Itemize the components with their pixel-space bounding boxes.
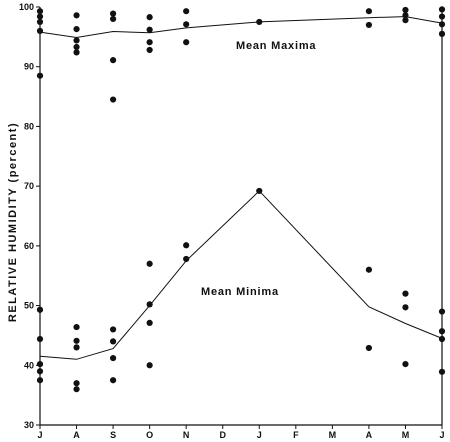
data-point [36,306,44,313]
y-axis-ticks: 30 40 50 60 70 80 90 100 [19,2,40,430]
data-point [183,242,190,249]
data-point [73,386,80,393]
data-point [109,10,117,17]
y-tick-label: 100 [19,2,34,12]
data-point [73,337,80,344]
series-label-mean-minima: Mean Minima [201,286,279,298]
data-point [438,21,446,28]
data-point [73,25,80,33]
x-tick-label: A [366,430,373,440]
data-point [365,344,373,352]
data-point [402,12,409,19]
data-point [73,323,80,331]
data-point [73,380,80,387]
data-point [109,326,117,333]
data-point [402,6,409,14]
data-point [73,37,80,44]
data-point [73,49,80,56]
x-tick-label: O [146,430,153,440]
data-point [146,362,153,369]
data-point [183,8,190,15]
x-tick-label: J [439,430,444,440]
y-tick-label: 60 [24,241,34,251]
data-point [365,21,373,29]
data-point [36,8,44,15]
data-point [36,377,44,384]
data-point [402,17,409,24]
data-point [146,260,153,267]
data-point [402,304,409,311]
series-lines [39,16,443,360]
y-axis-label: RELATIVE HUMIDITY (percent) [7,122,19,322]
data-point [109,377,117,384]
x-tick-label: M [402,430,410,440]
data-point [146,301,153,308]
x-tick-label: F [293,430,299,440]
data-point [109,15,117,23]
data-point [146,39,153,46]
data-point [146,26,153,33]
data-point [402,290,409,297]
series-line-mean-maxima [39,16,443,39]
data-point [183,39,190,46]
x-tick-label: J [257,430,262,440]
data-point [438,13,446,20]
data-point [256,18,263,26]
data-point [146,14,153,21]
x-tick-label: N [183,430,190,440]
data-point [36,360,44,368]
data-point [36,368,44,375]
data-point [73,344,80,351]
data-point [438,368,446,375]
y-tick-label: 40 [24,360,34,370]
y-tick-label: 80 [24,121,34,131]
y-tick-label: 50 [24,301,34,311]
data-point [183,255,190,263]
data-point [146,319,153,326]
data-point [438,6,446,13]
data-point [109,338,117,345]
data-point [438,335,446,343]
data-point [36,27,44,34]
data-point [73,12,80,19]
x-tick-label: J [37,430,42,440]
data-point [36,72,44,79]
y-tick-label: 30 [24,420,34,430]
data-point [438,308,446,315]
data-point [146,46,153,54]
observation-points [36,6,446,393]
data-point [109,96,117,103]
data-point [36,335,44,343]
data-point [36,13,44,20]
series-line-mean-minima [39,190,443,360]
data-point [109,355,117,362]
data-point [109,57,117,64]
x-tick-label: A [73,430,80,440]
data-point [438,30,446,37]
axes [39,7,443,426]
x-tick-label: M [329,430,337,440]
data-point [365,266,373,273]
x-tick-label: S [110,430,116,440]
data-point [365,8,373,15]
data-point [438,328,446,335]
data-point [36,18,44,26]
series-label-mean-maxima: Mean Maxima [236,40,316,52]
y-tick-label: 70 [24,181,34,191]
y-tick-label: 90 [24,62,34,72]
data-point [183,21,190,28]
data-point [402,360,409,368]
data-point [256,187,263,195]
x-tick-label: D [219,430,226,440]
data-point [73,43,80,51]
